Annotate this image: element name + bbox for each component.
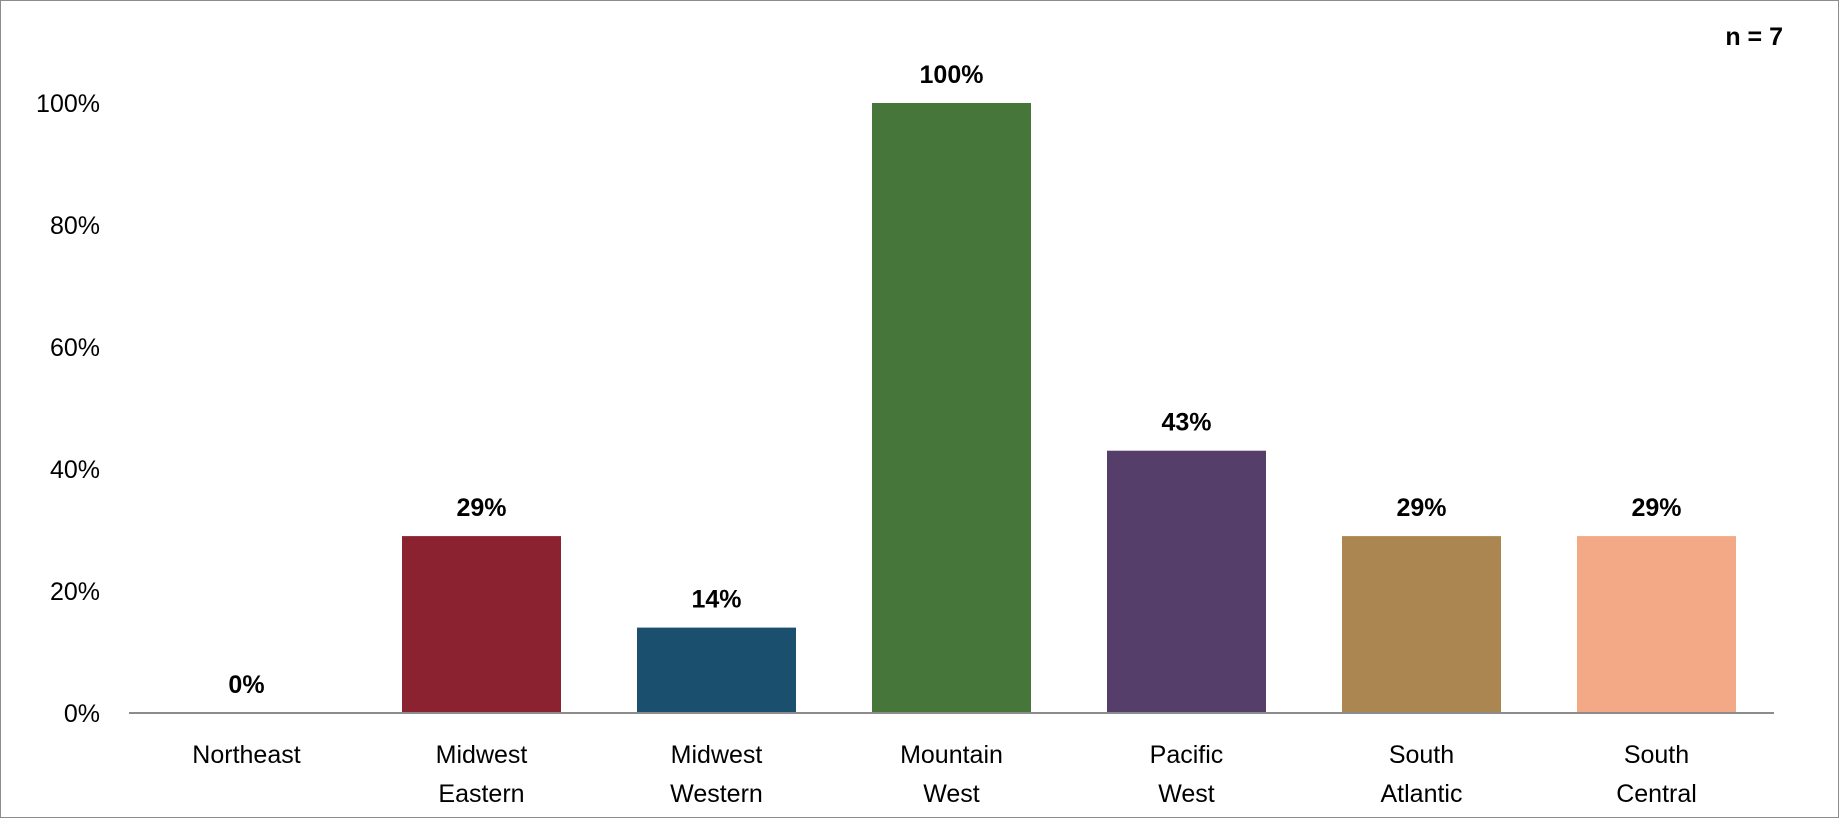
bar [872,103,1031,713]
x-tick-label: Mountain West [900,741,1003,808]
x-tick-label-line: Eastern [438,780,524,808]
category-labels-group: Northeast Midwest Eastern Midwest Western Mou… [192,741,1696,808]
x-tick-label-line: Northeast [192,741,300,769]
data-label: 14% [691,586,741,614]
y-axis-ticks: 0% 20% 40% 60% 80% 100% [36,90,100,728]
y-tick-label: 100% [36,90,100,118]
x-tick-label-line: South [1389,741,1454,769]
bar [402,536,561,713]
x-tick-label-line: Central [1616,780,1697,808]
x-tick-label-line: Mountain [900,741,1003,769]
x-tick-label-line: Western [670,780,763,808]
x-tick-label-line: West [1158,780,1215,808]
bar [1577,536,1736,713]
x-tick-label-line: Midwest [436,741,528,769]
y-tick-label: 80% [50,212,100,240]
x-tick-label-line: West [923,780,980,808]
data-label: 29% [1396,494,1446,522]
data-labels-group: 0% 29% 14% 100% 43% 29% 29% [228,61,1681,699]
x-tick-label-line: Atlantic [1381,780,1463,808]
bars-group [402,103,1736,713]
x-tick-label: South Atlantic [1381,741,1463,808]
y-tick-label: 60% [50,334,100,362]
y-tick-label: 0% [64,700,100,728]
bar [637,627,796,713]
x-tick-label: Midwest Western [670,741,763,808]
sample-size-label: n = 7 [1725,23,1783,51]
data-label: 29% [456,494,506,522]
x-tick-label-line: Pacific [1150,741,1224,769]
x-tick-label: Pacific West [1150,741,1224,808]
data-label: 29% [1631,494,1681,522]
data-label: 43% [1161,409,1211,437]
x-tick-label: South Central [1616,741,1697,808]
bar [1107,450,1266,713]
x-tick-label: Midwest Eastern [436,741,528,808]
y-tick-label: 40% [50,456,100,484]
x-tick-label-line: Midwest [671,741,763,769]
x-tick-label: Northeast [192,741,300,769]
data-label: 100% [920,61,984,89]
y-tick-label: 20% [50,578,100,606]
bar [1342,536,1501,713]
x-tick-label-line: South [1624,741,1689,769]
data-label: 0% [228,671,264,699]
